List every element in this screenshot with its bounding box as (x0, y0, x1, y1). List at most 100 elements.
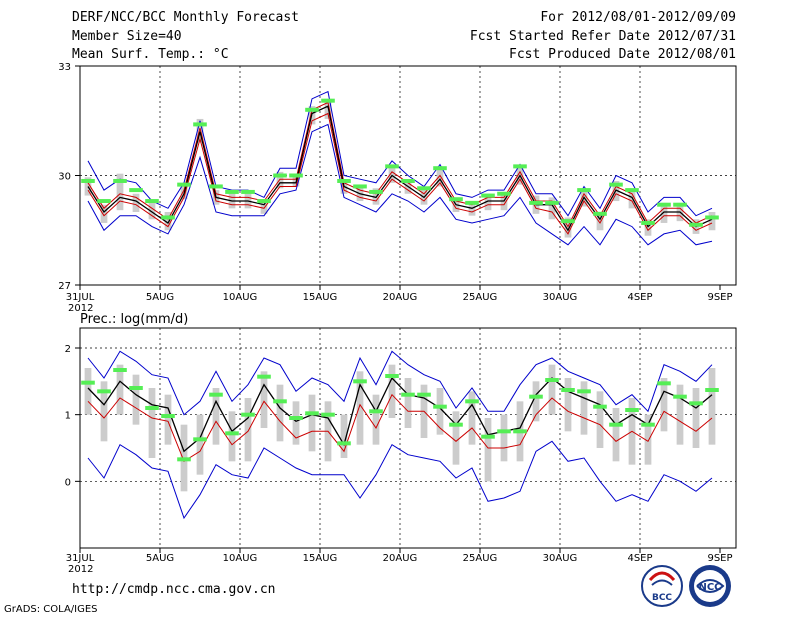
x-year-label: 2012 (68, 564, 93, 575)
spread-box (356, 371, 364, 445)
y-tick-label: 2 (65, 344, 71, 355)
spread-box (292, 401, 300, 445)
x-tick-label: 9SEP (707, 553, 732, 564)
observed-marker (193, 437, 207, 442)
observed-marker (161, 414, 175, 418)
observed-marker (97, 199, 111, 204)
source-url[interactable]: http://cmdp.ncc.cma.gov.cn (72, 582, 276, 597)
spread-box (596, 391, 604, 448)
spread-box (260, 199, 268, 214)
observed-marker (385, 164, 399, 169)
observed-marker (97, 389, 111, 394)
observed-marker (289, 416, 303, 420)
spread-box (708, 212, 716, 231)
x-tick-label: 15AUG (303, 553, 338, 564)
spread-box (116, 173, 124, 211)
x-tick-label: 25AUG (463, 553, 498, 564)
observed-marker (401, 178, 415, 183)
observed-marker (641, 220, 655, 225)
observed-marker (465, 200, 479, 205)
forecast-period: For 2012/08/01-2012/09/09 (540, 10, 736, 25)
ensemble-min-line (87, 123, 713, 246)
observed-marker (593, 404, 607, 409)
spread-box (276, 171, 284, 189)
spread-box (660, 202, 668, 223)
observed-marker (289, 173, 303, 178)
y-tick-label: 0 (65, 477, 71, 488)
observed-marker (497, 429, 511, 434)
spread-box (676, 384, 684, 445)
spread-box (596, 212, 604, 231)
spread-box (404, 378, 412, 428)
spread-box (612, 408, 620, 462)
observed-marker (673, 202, 687, 207)
spread-box (548, 364, 556, 415)
spread-box (388, 164, 396, 183)
spread-box (644, 414, 652, 465)
spread-box (484, 193, 492, 211)
variable-label: Mean Surf. Temp.: °C (72, 47, 229, 62)
spread-box (260, 371, 268, 428)
observed-marker (465, 399, 479, 404)
observed-marker (177, 182, 191, 187)
spread-box (580, 381, 588, 435)
member-size-label: Member Size=40 (72, 29, 182, 44)
spread-box (132, 374, 140, 425)
observed-marker (577, 389, 591, 394)
observed-marker (81, 178, 95, 183)
observed-marker (577, 188, 591, 193)
observed-marker (625, 408, 639, 412)
x-tick-label: 30AUG (543, 553, 578, 564)
panel-temperature: 31JUL 5AUG 10AUG 15AUG 20AUG 25AUG 30AUG 4SEP 9S… (58, 62, 737, 314)
observed-marker (145, 406, 159, 410)
observed-marker (241, 412, 255, 417)
spread-box (84, 368, 92, 415)
spread-box (212, 388, 220, 445)
observed-marker (449, 422, 463, 427)
x-tick-label: 15AUG (303, 292, 338, 303)
spread-box (660, 378, 668, 432)
observed-marker (353, 379, 367, 384)
spread-box (164, 212, 172, 231)
spread-box (196, 414, 204, 475)
spread-box (244, 398, 252, 462)
observed-marker (529, 200, 543, 205)
observed-marker (241, 189, 255, 194)
x-tick-label: 5AUG (146, 292, 174, 303)
observed-marker (545, 378, 559, 382)
x-tick-label: 9SEP (707, 292, 732, 303)
observed-marker (689, 401, 703, 406)
spread-box (100, 204, 108, 223)
observed-marker (609, 422, 623, 427)
y-tick-label: 1 (65, 411, 71, 422)
spread-box (196, 118, 204, 143)
observed-marker (513, 429, 527, 434)
spread-box (532, 381, 540, 422)
observed-marker (657, 202, 671, 207)
y-tick-label: 33 (58, 62, 71, 73)
spread-box (132, 193, 140, 212)
observed-marker (209, 184, 223, 189)
ensemble-mean-line (87, 105, 713, 232)
observed-marker (433, 166, 447, 171)
x-tick-label: 20AUG (383, 553, 418, 564)
observed-marker (689, 222, 703, 227)
x-tick-label: 5AUG (146, 553, 174, 564)
observed-marker (513, 164, 527, 169)
x-tick-label: 10AUG (223, 553, 258, 564)
spread-box (148, 388, 156, 458)
observed-marker (609, 182, 623, 187)
observed-marker (305, 107, 319, 112)
x-tick-label: 4SEP (627, 292, 652, 303)
upper-spread-line (87, 101, 713, 228)
ensemble-mean-line (87, 376, 713, 453)
forecast-title: DERF/NCC/BCC Monthly Forecast (72, 10, 299, 25)
x-year-label: 2012 (68, 303, 93, 314)
observed-marker (673, 394, 687, 399)
observed-marker (321, 412, 335, 417)
spread-box (228, 411, 236, 462)
observed-marker (593, 211, 607, 216)
observed-marker (705, 215, 719, 220)
spread-box (564, 378, 572, 432)
